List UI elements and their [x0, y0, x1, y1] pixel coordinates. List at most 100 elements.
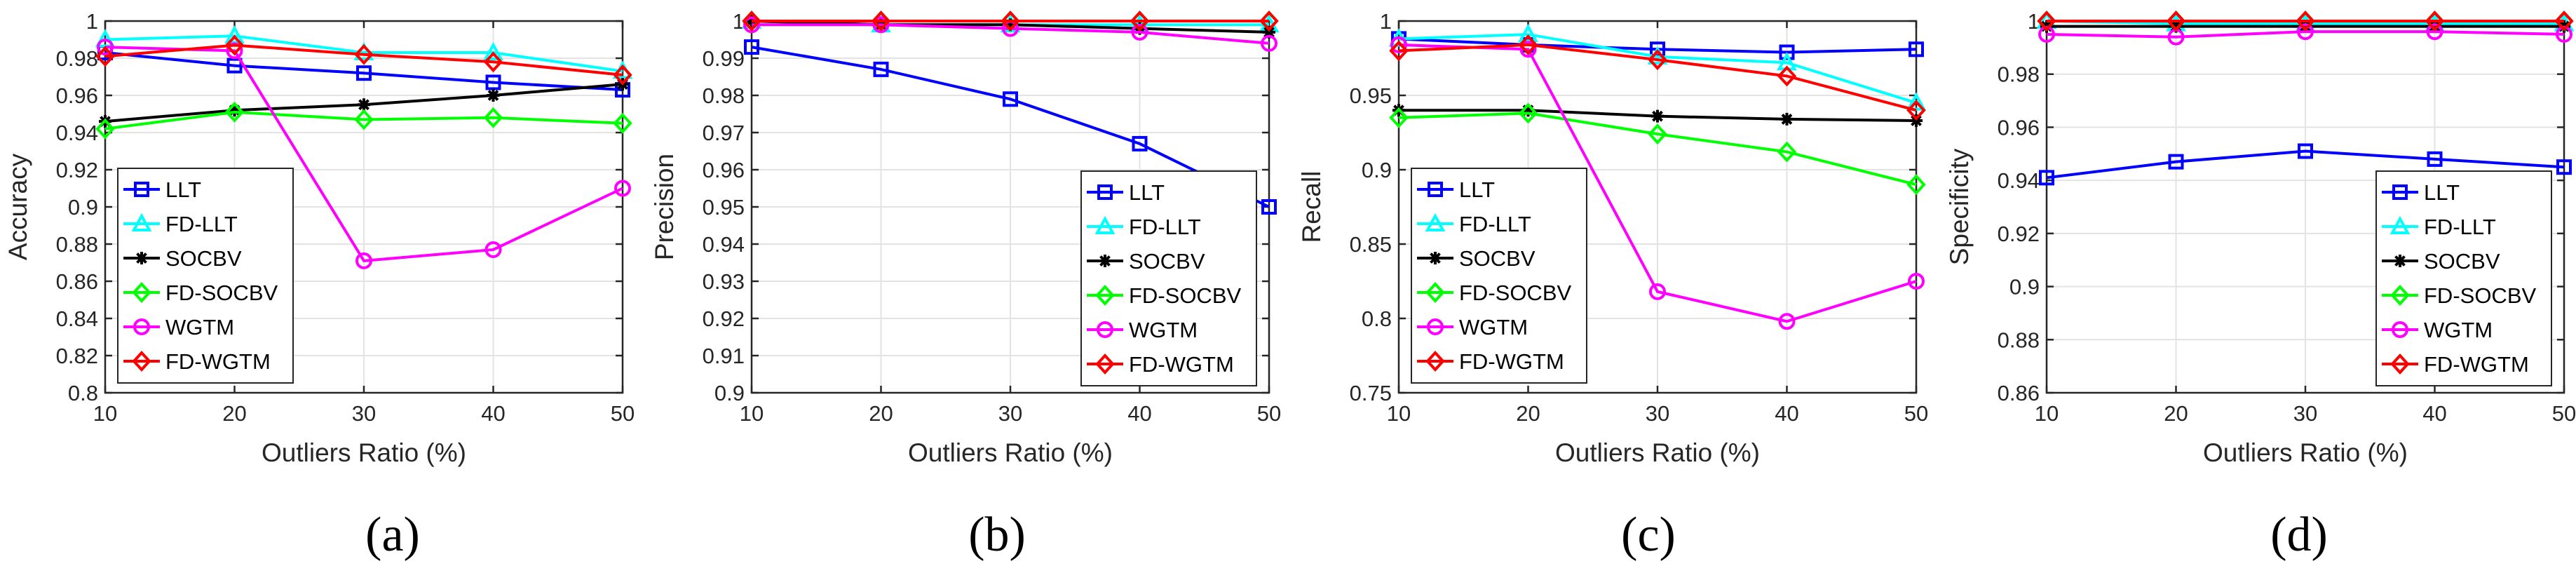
legend-entry: LLT — [1087, 180, 1165, 205]
y-tick-label: 0.88 — [1998, 328, 2040, 352]
y-tick-label: 0.95 — [703, 195, 745, 220]
legend-marker — [131, 213, 152, 231]
legend-entry: FD-SOCBV — [1417, 281, 1572, 305]
data-point — [873, 61, 889, 77]
data-point — [224, 101, 245, 123]
x-tick-label: 20 — [869, 401, 893, 426]
y-tick-label: 0.93 — [703, 269, 745, 294]
x-axis-label: Outliers Ratio (%) — [2203, 438, 2408, 467]
series-llt — [2039, 143, 2572, 186]
x-tick-label: 50 — [1257, 401, 1281, 426]
data-point — [2299, 20, 2312, 33]
ticks: 10 20 30 40 50 0.8 0.82 0.84 0.86 0.88 0.9 0.92 0.94… — [56, 9, 635, 426]
legend-marker — [1427, 318, 1444, 335]
series-fd-wgtm — [1389, 34, 1926, 121]
data-point — [2166, 11, 2186, 32]
legend-entry: FD-WGTM — [1087, 352, 1234, 377]
series-fd-wgtm — [742, 11, 1279, 32]
legend-entry: FD-LLT — [1417, 212, 1531, 236]
data-point — [355, 252, 372, 269]
data-point — [2297, 23, 2314, 41]
data-point — [871, 11, 891, 32]
data-point — [1651, 109, 1664, 123]
series-line — [104, 43, 623, 76]
data-point — [613, 112, 632, 134]
data-point — [872, 16, 890, 34]
data-point — [1389, 107, 1409, 128]
legend-label: WGTM — [1129, 318, 1198, 342]
legend-label: SOCBV — [1459, 246, 1536, 271]
legend-label: WGTM — [2424, 318, 2493, 342]
series-llt — [744, 39, 1277, 215]
legend-entry: WGTM — [2382, 318, 2493, 342]
data-point — [2428, 20, 2441, 33]
legend: LLT FD-LLT SOCBV FD-SOCBV WGTM FD-WGTM — [2375, 170, 2552, 386]
data-point — [1909, 41, 1924, 58]
legend-entry: FD-SOCBV — [1087, 283, 1242, 308]
legend: LLT FD-LLT SOCBV FD-SOCBV WGTM FD-WGTM — [117, 168, 294, 384]
y-tick-label: 0.94 — [703, 232, 745, 257]
x-tick-label: 10 — [1387, 401, 1411, 426]
legend-entry: FD-SOCBV — [123, 281, 278, 305]
data-point — [1132, 135, 1148, 151]
data-point — [1004, 18, 1017, 32]
data-point — [2038, 25, 2055, 43]
legend-marker — [1425, 213, 1446, 231]
x-tick-label: 50 — [611, 401, 635, 426]
legend-label: FD-WGTM — [2424, 352, 2529, 377]
y-axis-label: Recall — [1297, 171, 1326, 243]
legend-marker — [2392, 184, 2408, 200]
legend: LLT FD-LLT SOCBV FD-SOCBV WGTM FD-WGTM — [1080, 170, 1257, 386]
ticks: 10 20 30 40 50 0.9 0.91 0.92 0.93 0.94 0.95 0.96 0.9… — [703, 9, 1282, 426]
legend-label: FD-WGTM — [1459, 349, 1564, 374]
legend-label: SOCBV — [1129, 249, 1205, 274]
data-point — [354, 43, 374, 65]
legend-label: LLT — [1129, 180, 1165, 205]
legend-marker — [2392, 321, 2408, 338]
series-line — [1398, 43, 1917, 112]
data-point — [2039, 170, 2054, 186]
y-tick-label: 0.9 — [68, 195, 98, 220]
data-point — [1777, 65, 1797, 87]
y-tick-label: 0.88 — [56, 232, 98, 257]
data-point — [1389, 40, 1409, 62]
y-tick-label: 1 — [86, 9, 98, 34]
y-tick-label: 0.92 — [1998, 222, 2040, 246]
data-point — [2427, 151, 2443, 167]
y-tick-label: 0.96 — [1998, 115, 2040, 140]
legend-label: FD-WGTM — [1129, 352, 1234, 377]
y-tick-label: 0.9 — [2009, 275, 2040, 299]
data-point — [354, 109, 374, 130]
y-tick-label: 0.85 — [1350, 232, 1392, 257]
data-point — [2556, 25, 2572, 43]
data-point — [1648, 49, 1667, 71]
legend-entry: LLT — [1417, 177, 1495, 202]
data-point — [743, 16, 760, 34]
ticks: 10 20 30 40 50 0.86 0.88 0.9 0.92 0.94 0.96 0.98 1 — [1998, 9, 2576, 426]
x-tick-label: 40 — [481, 401, 505, 426]
x-tick-label: 40 — [2422, 401, 2446, 426]
legend-marker — [1097, 321, 1113, 338]
y-tick-label: 0.9 — [1362, 158, 1392, 182]
legend-entry: SOCBV — [1417, 246, 1536, 271]
legend-box — [1080, 170, 1257, 386]
series-line — [2046, 30, 2565, 39]
x-tick-label: 30 — [1646, 401, 1669, 426]
data-point — [483, 107, 503, 128]
data-point — [97, 39, 114, 56]
data-point — [1518, 23, 1538, 43]
y-tick-label: 0.82 — [56, 344, 98, 368]
data-point — [224, 25, 245, 44]
legend-box — [117, 168, 294, 384]
x-tick-label: 20 — [1516, 401, 1540, 426]
series-wgtm — [2038, 23, 2572, 46]
chart-panel-4: 10 20 30 40 50 0.86 0.88 0.9 0.92 0.94 0.96 0.98 1 Ou… — [1945, 9, 2576, 562]
legend-marker — [132, 351, 151, 372]
series-fd-socbv — [95, 101, 632, 140]
x-axis-label: Outliers Ratio (%) — [1555, 438, 1760, 467]
legend-label: WGTM — [165, 315, 234, 339]
series-line — [104, 51, 623, 92]
panel-label: (c) — [1621, 508, 1676, 562]
data-point — [485, 74, 501, 90]
data-point — [358, 98, 370, 112]
